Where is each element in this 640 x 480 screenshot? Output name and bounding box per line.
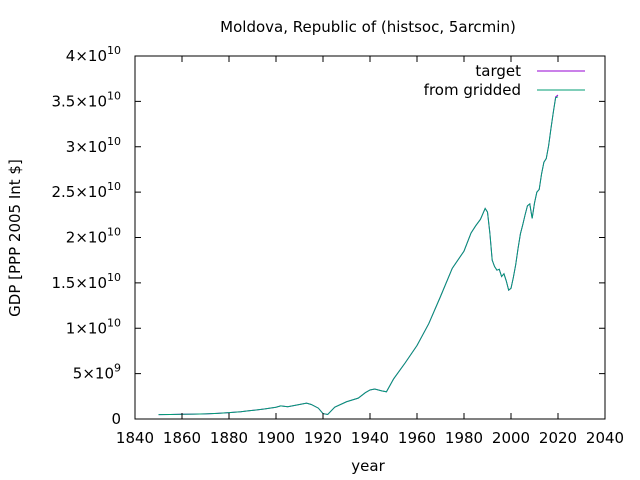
- x-tick-label: 1940: [351, 429, 389, 447]
- x-tick-label: 1960: [398, 429, 436, 447]
- x-tick-label: 2040: [586, 429, 624, 447]
- x-tick-label: 1860: [163, 429, 201, 447]
- x-tick-label: 1920: [304, 429, 342, 447]
- y-tick-label: 5×109: [73, 362, 121, 383]
- series-line-target: [158, 94, 559, 416]
- plot-area: [134, 55, 606, 420]
- y-tick-label: 1×1010: [66, 316, 121, 337]
- x-axis: 1840 1860 1880 1900 1920 1940 1960 1980 2000 2020…: [116, 56, 624, 447]
- x-tick-label: 1980: [445, 429, 483, 447]
- y-tick-label: 4×1010: [66, 44, 121, 65]
- x-tick-label: 2000: [492, 429, 530, 447]
- y-tick-label: 2.5×1010: [51, 180, 121, 201]
- legend-label: from gridded: [424, 81, 521, 99]
- y-axis: 0 5×109 1×1010 1.5×1010 2×1010 2.5×1010 3×1010…: [51, 44, 605, 428]
- y-tick-label: 3×1010: [66, 135, 121, 156]
- series-line-from-gridded: [158, 96, 559, 416]
- y-tick-label: 3.5×1010: [51, 89, 121, 110]
- y-tick-label: 0: [111, 410, 121, 428]
- x-tick-label: 1840: [116, 429, 154, 447]
- y-tick-label: 1.5×1010: [51, 271, 121, 292]
- y-axis-label: GDP [PPP 2005 Int $]: [6, 159, 24, 317]
- legend-label: target: [475, 62, 521, 80]
- x-tick-label: 1880: [210, 429, 248, 447]
- x-axis-label: year: [351, 457, 385, 475]
- plot-frame: [134, 55, 606, 420]
- x-tick-label: 1900: [257, 429, 295, 447]
- chart-title: Moldova, Republic of (histsoc, 5arcmin): [220, 18, 516, 36]
- y-tick-label: 2×1010: [66, 226, 121, 247]
- x-tick-label: 2020: [539, 429, 577, 447]
